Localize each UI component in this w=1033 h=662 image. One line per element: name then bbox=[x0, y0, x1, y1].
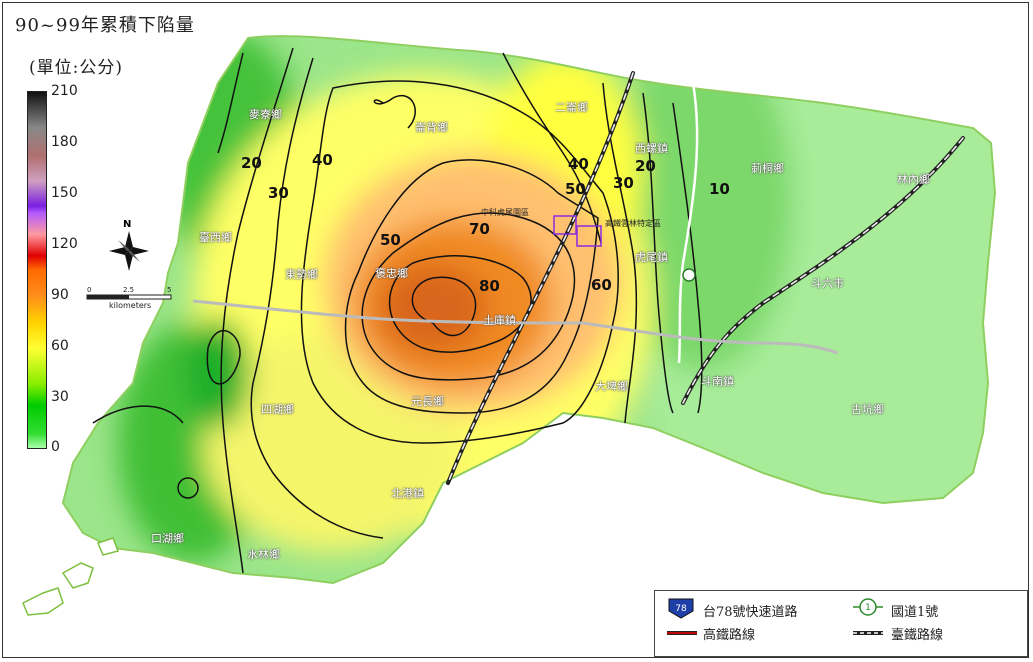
contour-value-label: 10 bbox=[709, 180, 730, 198]
colorbar-tick: 150 bbox=[51, 185, 78, 201]
township-label: 臺西鄉 bbox=[199, 231, 232, 244]
colorbar-tick: 30 bbox=[51, 389, 69, 405]
colorbar-tick: 180 bbox=[51, 134, 78, 150]
township-label: 二崙鄉 bbox=[555, 101, 588, 114]
township-label: 東勢鄉 bbox=[285, 268, 318, 281]
legend-hsr: 高鐵路線 bbox=[703, 628, 756, 643]
township-label: 西螺鎮 bbox=[635, 142, 668, 155]
contour-value-label: 40 bbox=[568, 155, 589, 173]
township-label: 林內鄉 bbox=[897, 173, 930, 186]
township-label: 北港鎮 bbox=[391, 487, 424, 500]
township-label: 土庫鎮 bbox=[483, 314, 516, 327]
site-label: 高鐵雲林特定區 bbox=[605, 219, 661, 228]
scale-unit: kilometers bbox=[109, 301, 152, 310]
hsr-line-icon bbox=[667, 631, 697, 635]
freeway-shield bbox=[682, 268, 696, 282]
hsr-line bbox=[446, 71, 635, 485]
railway-line bbox=[681, 136, 965, 405]
township-label: 口湖鄉 bbox=[151, 532, 184, 545]
township-label: 水林鄉 bbox=[247, 548, 280, 561]
scale-label: 2.5 bbox=[123, 286, 135, 294]
contour-value-label: 20 bbox=[241, 154, 262, 172]
township-label: 虎尾鎮 bbox=[635, 251, 668, 264]
scale-label: 5 bbox=[167, 286, 172, 294]
subsidence-map bbox=[22, 35, 997, 616]
township-label: 斗六市 bbox=[811, 277, 844, 290]
contour-value-label: 80 bbox=[479, 277, 500, 295]
township-label: 麥寮鄉 bbox=[249, 108, 282, 121]
colorbar-tick: 0 bbox=[51, 439, 60, 455]
unit-label: (單位:公分) bbox=[29, 58, 123, 78]
colorbar-tick: 60 bbox=[51, 338, 69, 354]
township-label: 褒忠鄉 bbox=[375, 267, 408, 280]
colorbar-tick: 120 bbox=[51, 236, 78, 252]
map-title: 90~99年累積下陷量 bbox=[15, 15, 195, 36]
colorbar-tick: 210 bbox=[51, 83, 78, 99]
contour-value-label: 60 bbox=[591, 276, 612, 294]
colorbar-tick: 90 bbox=[51, 287, 69, 303]
legend: 78 台78號快速道路 高鐵路線 1 國道1號 臺鐵路線 bbox=[654, 590, 1028, 657]
scale-label: 0 bbox=[87, 286, 92, 294]
expressway-line bbox=[192, 299, 839, 355]
legend-expressway: 台78號快速道路 bbox=[703, 605, 798, 620]
contour-value-label: 30 bbox=[613, 174, 634, 192]
colorbar bbox=[27, 91, 47, 449]
contour-value-label: 50 bbox=[565, 180, 586, 198]
expressway-badge-text: 78 bbox=[675, 604, 687, 614]
legend-freeway: 國道1號 bbox=[891, 605, 939, 620]
contour-value-label: 20 bbox=[635, 157, 656, 175]
railway-line-icon bbox=[853, 631, 883, 635]
legend-railway: 臺鐵路線 bbox=[891, 628, 944, 643]
compass-rose bbox=[109, 231, 149, 271]
township-label: 斗南鎮 bbox=[701, 375, 734, 388]
north-label: N bbox=[123, 219, 132, 230]
scale-bar bbox=[86, 294, 172, 300]
township-label: 四湖鄉 bbox=[261, 403, 294, 416]
county-outline bbox=[61, 35, 997, 585]
township-label: 元長鄉 bbox=[411, 395, 444, 408]
contour-value-label: 70 bbox=[469, 220, 490, 238]
site-boundaries bbox=[553, 215, 602, 247]
township-label: 古坑鄉 bbox=[851, 403, 884, 416]
site-label: 中科虎尾園區 bbox=[481, 208, 529, 217]
township-label: 崙背鄉 bbox=[415, 121, 448, 134]
township-label: 莿桐鄉 bbox=[751, 162, 784, 175]
contour-lines bbox=[92, 47, 703, 574]
islands bbox=[22, 537, 119, 616]
freeway-badge-text: 1 bbox=[865, 603, 871, 613]
freeway-badge-icon: 1 bbox=[853, 598, 883, 616]
township-label: 大埤鄉 bbox=[595, 380, 628, 393]
freeway-line bbox=[677, 82, 699, 364]
contour-value-label: 50 bbox=[380, 231, 401, 249]
contour-value-label: 40 bbox=[312, 151, 333, 169]
expressway-badge-icon: 78 bbox=[668, 598, 694, 619]
contour-value-label: 30 bbox=[268, 184, 289, 202]
